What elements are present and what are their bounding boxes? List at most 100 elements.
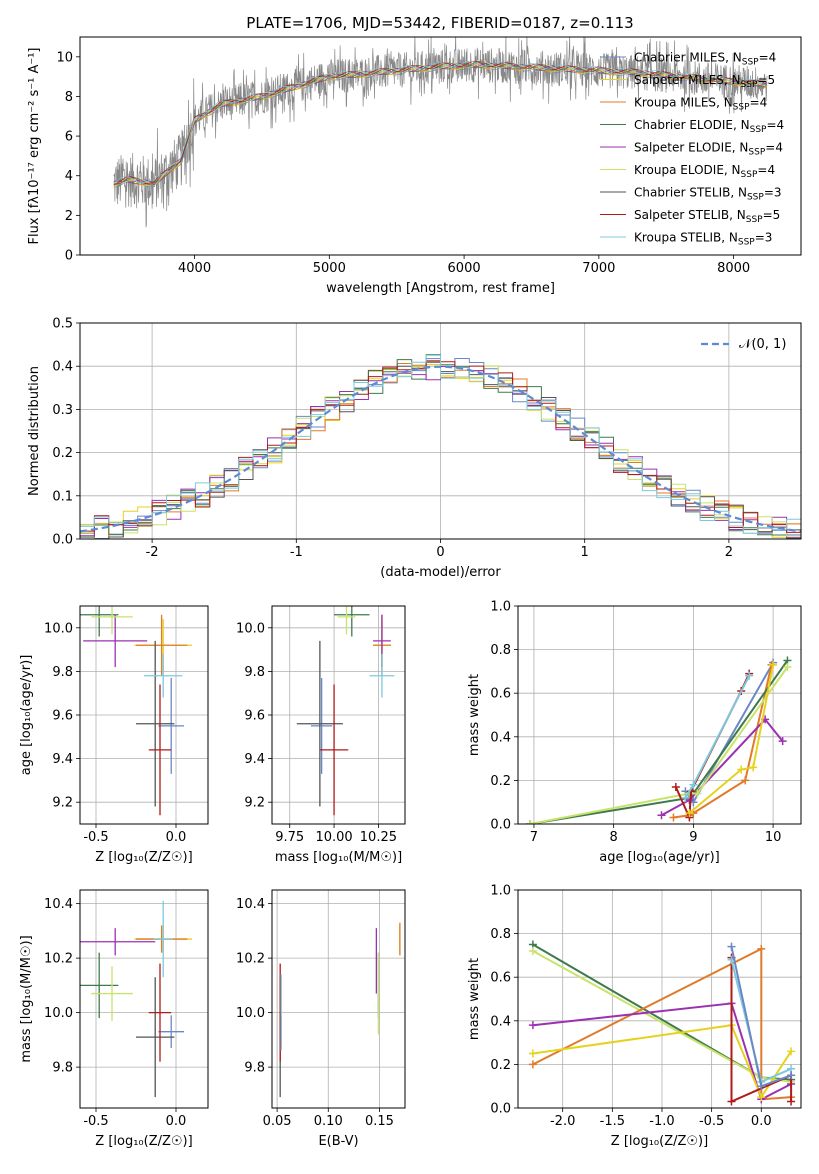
age_vs_Z-plot-area [80, 606, 192, 816]
age_vs_Z-ylabel: age [log₁₀(age/yr)] [19, 655, 34, 776]
legend-label-5: Kroupa ELODIE, NSSP=4 [634, 163, 775, 180]
weight_vs_age-xtick-label: 9 [689, 830, 697, 845]
weight_vs_age-point-marker [778, 737, 787, 746]
age_vs_mass-xlabel: mass [log₁₀(M/M☉)] [275, 850, 402, 865]
legend-nssp-prefix: , N [732, 141, 749, 155]
residuals-xtick-label: -2 [146, 545, 159, 560]
legend-nssp-prefix: , N [733, 118, 750, 132]
legend-nssp-value: 4 [775, 141, 783, 155]
weight_vs_age-plot-area [525, 656, 792, 824]
weight_vs_age-point-marker [671, 782, 680, 791]
age_vs_Z-ytick-label: 9.4 [52, 752, 73, 767]
age_vs_mass-ytick-label: 9.6 [244, 709, 265, 724]
residuals-ytick-label: 0.3 [52, 403, 73, 418]
weight_vs_age-series-line [688, 664, 775, 814]
spectrum-xlabel: wavelength [Angstrom, rest frame] [326, 281, 555, 296]
spectrum-ytick-label: 10 [56, 50, 73, 65]
weight_vs_Z-ytick-label: 0.2 [490, 1058, 511, 1073]
age-vs-metallicity-panel: -0.5 0.0 9.2 9.4 9.6 9.8 10.0 Z [log₁₀(Z/Z☉)] ag… [19, 605, 209, 865]
weight_vs_Z-point-marker [528, 1060, 537, 1069]
weight_vs_age-series-line [661, 717, 784, 817]
residuals-xtick-label: 1 [581, 545, 589, 560]
residuals-xtick-label: -1 [290, 545, 303, 560]
residuals-ytick-label: 0.4 [52, 360, 73, 375]
legend-nssp-eq: = [755, 231, 765, 245]
weight_vs_Z-point-marker [757, 944, 766, 953]
mass_vs_Z-ytick-label: 10.4 [44, 897, 73, 912]
mass_vs_ebv-xtick-label: 0.05 [263, 1114, 292, 1129]
spectrum-ytick-label: 0 [65, 249, 73, 264]
spectrum-xtick-label: 7000 [582, 261, 615, 276]
residuals-ylabel: Normed distribution [27, 366, 42, 496]
weight-vs-age-panel: 7 8 9 10 0.0 0.2 0.4 0.6 0.8 1.0 age [log₁₀(age/yr… [467, 600, 802, 865]
mass-vs-ebv-panel: 0.05 0.10 0.15 9.8 10.0 10.2 10.4 E(B-V) [236, 889, 406, 1149]
age_vs_Z-ytick-label: 10.0 [44, 621, 73, 636]
age_vs_mass-plot-area [296, 606, 395, 816]
weight_vs_age-point-marker [693, 789, 702, 798]
figure-title: PLATE=1706, MJD=53442, FIBERID=0187, z=0… [246, 14, 633, 32]
legend-nssp-value: 4 [767, 163, 775, 177]
legend-nssp-subscript: SSP [733, 103, 750, 113]
legend-nssp-subscript: SSP [741, 170, 758, 180]
age_vs_Z-ytick-label: 9.6 [52, 709, 73, 724]
residuals-xtick-label: 2 [725, 545, 733, 560]
weight_vs_Z-ylabel: mass weight [467, 958, 482, 1040]
spectrum-ylabel: Flux [fλ10⁻¹⁷ erg cm⁻² s⁻¹ A⁻¹] [27, 48, 42, 245]
legend-nssp-prefix: , N [716, 96, 733, 110]
legend-nssp-value: 4 [760, 96, 768, 110]
weight_vs_Z-xlabel: Z [log₁₀(Z/Z☉)] [611, 1134, 708, 1149]
legend-label-0: Chabrier MILES, NSSP=4 [634, 51, 776, 68]
weight_vs_age-xlabel: age [log₁₀(age/yr)] [599, 850, 720, 865]
legend-nssp-value: 5 [773, 208, 781, 222]
legend-nssp-subscript: SSP [741, 80, 758, 90]
mass_vs_ebv-xlabel: E(B-V) [318, 1134, 358, 1149]
residuals-xlabel: (data-model)/error [380, 565, 501, 580]
mass_vs_ebv-xtick-label: 0.15 [365, 1114, 394, 1129]
spectrum-model-line-6 [113, 61, 768, 186]
weight_vs_age-frame [517, 605, 802, 825]
age_vs_Z-ytick-label: 9.8 [52, 665, 73, 680]
residuals-ytick-label: 0.5 [52, 317, 73, 332]
legend-nssp-prefix: , N [724, 163, 741, 177]
residuals-ytick-label: 0.2 [52, 446, 73, 461]
weight_vs_age-series-line [529, 666, 789, 824]
weight_vs_age-point-marker [737, 765, 746, 774]
weight_vs_Z-xtick-label: -0.5 [699, 1114, 724, 1129]
weight_vs_Z-point-marker [787, 1071, 796, 1080]
mass_vs_Z-plot-area [80, 900, 192, 1098]
legend-nssp-subscript: SSP [748, 148, 765, 158]
legend-model-name: Kroupa STELIB [634, 231, 721, 245]
residuals-plot-area [80, 354, 801, 539]
weight_vs_Z-point-marker [787, 1047, 796, 1056]
mass_vs_Z-ytick-label: 10.2 [44, 952, 73, 967]
legend-label-8: Kroupa STELIB, NSSP=3 [634, 231, 772, 248]
weight_vs_age-point-marker [741, 776, 750, 785]
legend-nssp-prefix: , N [725, 51, 742, 65]
legend-model-name: Chabrier STELIB [634, 186, 730, 200]
weight_vs_Z-point-marker [727, 1097, 736, 1106]
spectrum-ytick-label: 4 [65, 169, 73, 184]
legend-model-name: Salpeter ELODIE [634, 141, 732, 155]
weight_vs_Z-ytick-label: 0.0 [490, 1102, 511, 1117]
weight_vs_age-ytick-label: 1.0 [490, 600, 511, 615]
residuals-ytick-label: 0.0 [52, 533, 73, 548]
weight_vs_age-point-marker [669, 813, 678, 822]
mass-vs-metallicity-panel: -0.5 0.0 9.8 10.0 10.2 10.4 Z [log₁₀(Z/Z☉)] mas… [19, 889, 209, 1149]
mass_vs_ebv-ytick-label: 10.0 [236, 1006, 265, 1021]
weight_vs_age-point-marker [783, 663, 792, 672]
legend-nssp-eq: = [757, 163, 767, 177]
spectrum-xtick-label: 8000 [717, 261, 750, 276]
mass_vs_Z-xlabel: Z [log₁₀(Z/Z☉)] [95, 1134, 192, 1149]
weight_vs_Z-series-line [532, 1002, 792, 1101]
legend-nssp-eq: = [764, 186, 774, 200]
legend-nssp-value: 3 [774, 186, 782, 200]
weight_vs_age-ytick-label: 0.0 [490, 818, 511, 833]
mass_vs_ebv-ytick-label: 9.8 [244, 1061, 265, 1076]
weight_vs_Z-xtick-label: -1.0 [649, 1114, 674, 1129]
weight_vs_Z-series-line [532, 1024, 792, 1100]
age_vs_mass-ytick-label: 10.0 [236, 621, 265, 636]
mass_vs_Z-ylabel: mass [log₁₀(M/M☉)] [19, 935, 34, 1062]
weight_vs_Z-xtick-label: -2.0 [550, 1114, 575, 1129]
gaussian-curve [80, 365, 801, 533]
